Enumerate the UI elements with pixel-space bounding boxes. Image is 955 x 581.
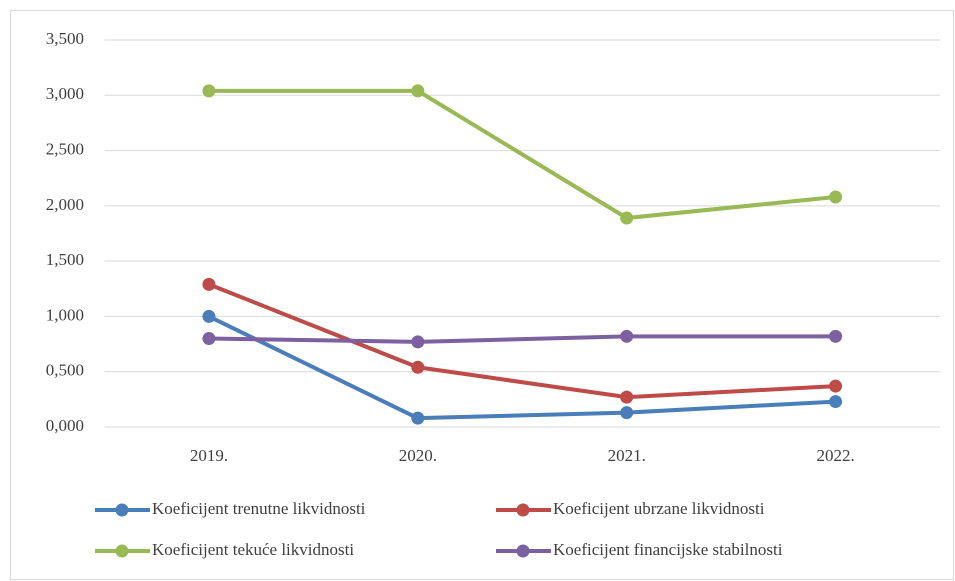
legend-label: Koeficijent financijske stabilnosti	[553, 540, 783, 559]
point	[829, 379, 843, 393]
legend-marker	[115, 503, 129, 517]
x-tick-label: 2020.	[399, 446, 437, 465]
y-tick-label: 2,500	[46, 139, 84, 158]
point	[411, 411, 425, 425]
x-tick-label: 2019.	[190, 446, 228, 465]
legend-marker	[516, 503, 530, 517]
y-tick-label: 0,500	[46, 361, 84, 380]
point	[829, 329, 843, 343]
series-line	[208, 282, 836, 400]
chart-border	[10, 10, 954, 580]
legend-label: Koeficijent tekuće likvidnosti	[152, 540, 354, 559]
series-line	[208, 88, 836, 221]
y-tick-label: 1,000	[46, 305, 84, 324]
point	[620, 406, 634, 420]
point	[829, 395, 843, 409]
y-tick-label: 3,500	[46, 29, 84, 48]
legend-marker	[115, 544, 129, 558]
x-tick-label: 2021.	[608, 446, 646, 465]
legend-label: Koeficijent ubrzane likvidnosti	[553, 499, 765, 518]
legend-marker	[516, 544, 530, 558]
x-tick-label: 2022.	[816, 446, 854, 465]
point	[202, 332, 216, 346]
point	[202, 84, 216, 98]
point	[829, 190, 843, 204]
y-tick-label: 3,000	[46, 84, 84, 103]
series-line	[208, 314, 836, 421]
legend-label: Koeficijent trenutne likvidnosti	[152, 499, 366, 518]
point	[202, 309, 216, 323]
point	[411, 84, 425, 98]
y-tick-label: 2,000	[46, 195, 84, 214]
y-tick-label: 0,000	[46, 416, 84, 435]
point	[620, 329, 634, 343]
point	[411, 335, 425, 349]
y-tick-label: 1,500	[46, 250, 84, 269]
point	[411, 360, 425, 374]
point	[620, 390, 634, 404]
point	[202, 277, 216, 291]
point	[620, 211, 634, 225]
series-line	[208, 334, 836, 344]
